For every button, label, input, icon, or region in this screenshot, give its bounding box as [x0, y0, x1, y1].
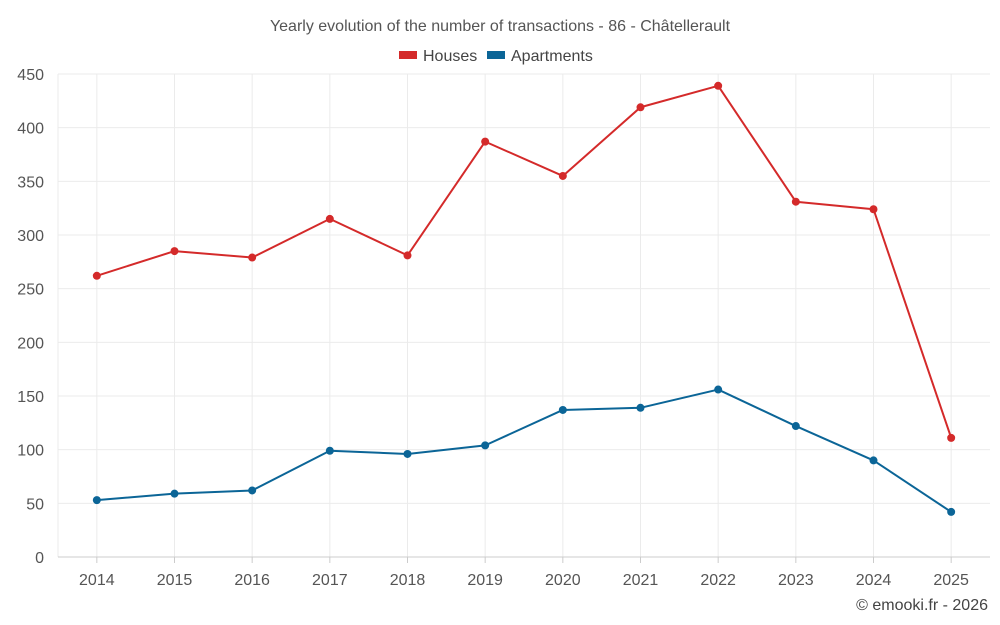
x-tick-label: 2016	[234, 572, 270, 589]
data-point-apartments[interactable]	[947, 507, 956, 516]
data-point-houses[interactable]	[92, 271, 101, 280]
legend: Houses Apartments	[399, 48, 593, 65]
series	[92, 81, 956, 516]
x-tick-label: 2019	[467, 572, 503, 589]
y-tick-label: 300	[17, 228, 44, 245]
y-tick-label: 450	[17, 67, 44, 84]
y-tick-label: 100	[17, 443, 44, 460]
legend-label: Apartments	[511, 48, 593, 65]
y-tick-label: 150	[17, 389, 44, 406]
chart-title: Yearly evolution of the number of transa…	[270, 18, 731, 35]
axes: 0 50 100 150 200 250 300 350 400 450 2014 2015 2016 2…	[17, 67, 990, 589]
series-houses	[92, 81, 956, 442]
y-tick-label: 50	[26, 496, 44, 513]
data-point-apartments[interactable]	[92, 496, 101, 505]
y-tick-label: 0	[35, 550, 44, 567]
legend-swatch	[487, 51, 505, 59]
data-point-apartments[interactable]	[791, 422, 800, 431]
series-line-apartments	[96, 388, 952, 513]
data-point-apartments[interactable]	[481, 441, 490, 450]
y-tick-label: 350	[17, 174, 44, 191]
grid	[57, 73, 990, 557]
data-point-apartments[interactable]	[325, 446, 334, 455]
series-line-houses	[96, 84, 953, 439]
data-point-houses[interactable]	[714, 81, 723, 90]
data-point-houses[interactable]	[558, 171, 567, 180]
data-point-apartments[interactable]	[248, 486, 257, 495]
data-point-houses[interactable]	[947, 433, 956, 442]
data-point-houses[interactable]	[481, 137, 490, 146]
x-tick-label: 2024	[856, 572, 892, 589]
x-tick-label: 2025	[933, 572, 969, 589]
x-tick-label: 2022	[700, 572, 736, 589]
data-point-apartments[interactable]	[558, 405, 567, 414]
data-point-houses[interactable]	[869, 205, 878, 214]
data-point-apartments[interactable]	[403, 449, 412, 458]
x-tick-label: 2014	[79, 572, 115, 589]
legend-item-houses[interactable]: Houses	[399, 48, 477, 65]
legend-swatch	[399, 51, 417, 59]
y-tick-label: 400	[17, 121, 44, 138]
credit-text: © emooki.fr - 2026	[856, 597, 988, 614]
y-tick-label: 200	[17, 335, 44, 352]
legend-item-apartments[interactable]: Apartments	[487, 48, 593, 65]
x-tick-label: 2018	[390, 572, 426, 589]
data-point-apartments[interactable]	[636, 403, 645, 412]
data-point-apartments[interactable]	[714, 385, 723, 394]
x-tick-label: 2015	[157, 572, 193, 589]
x-tick-label: 2017	[312, 572, 348, 589]
x-tick-label: 2021	[623, 572, 659, 589]
data-point-apartments[interactable]	[170, 489, 179, 498]
x-tick-label: 2023	[778, 572, 814, 589]
data-point-apartments[interactable]	[869, 456, 878, 465]
x-tick-label: 2020	[545, 572, 581, 589]
data-point-houses[interactable]	[325, 214, 334, 223]
legend-label: Houses	[423, 48, 477, 65]
series-apartments	[92, 385, 956, 516]
data-point-houses[interactable]	[248, 253, 257, 262]
y-tick-label: 250	[17, 282, 44, 299]
data-point-houses[interactable]	[403, 251, 412, 260]
data-point-houses[interactable]	[791, 197, 800, 206]
data-point-houses[interactable]	[636, 103, 645, 112]
data-point-houses[interactable]	[170, 247, 179, 256]
